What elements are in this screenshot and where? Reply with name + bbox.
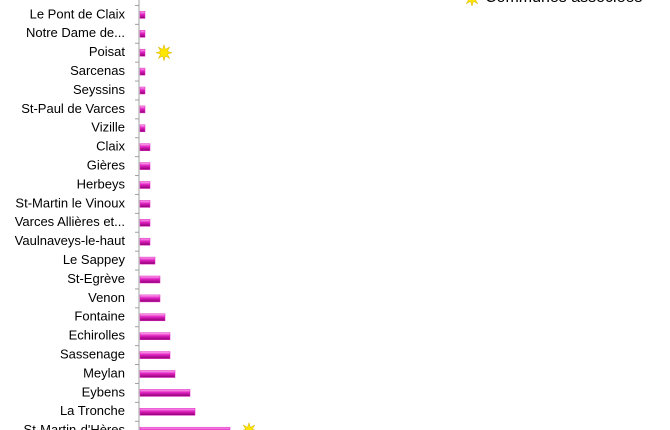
bar <box>139 143 151 151</box>
y-tick-label: Le Sappey <box>63 252 126 267</box>
bar <box>139 67 146 76</box>
bar <box>139 105 146 114</box>
y-tick-label: Herbeys <box>77 176 126 191</box>
legend-label: Communes associées <box>485 0 642 6</box>
y-tick-label: La Tronche <box>60 403 125 418</box>
bar <box>139 313 166 322</box>
y-tick-label: Meylan <box>83 365 125 380</box>
bar <box>139 370 176 378</box>
y-tick-label: Poisat <box>89 44 126 59</box>
y-tick-label: Le Pont de Claix <box>30 6 126 21</box>
y-tick-label: Echirolles <box>69 328 126 343</box>
associated-marker <box>155 43 173 62</box>
bar <box>139 294 161 303</box>
bar <box>139 275 161 284</box>
bar <box>139 332 171 340</box>
y-tick-label: Vaulnaveys-le-haut <box>15 233 126 248</box>
bar <box>139 426 231 430</box>
bar <box>139 48 146 57</box>
bar <box>139 30 146 38</box>
y-tick-label: Gières <box>87 158 126 173</box>
legend-marker <box>465 0 479 7</box>
bar <box>139 351 171 359</box>
y-tick-label: Venon <box>88 290 125 305</box>
bar <box>139 408 196 416</box>
y-tick-label: St-Paul de Varces <box>21 101 125 116</box>
y-tick-label: St-Martin-d'Hères <box>24 422 126 430</box>
y-tick-label: St-Martin le Vinoux <box>15 195 125 210</box>
bar <box>139 219 151 227</box>
y-tick-label: St-Egrève <box>67 271 125 286</box>
y-tick-label: Eybens <box>82 384 126 399</box>
bar <box>139 200 151 208</box>
bar <box>139 237 151 246</box>
y-tick-label: Notre Dame de... <box>26 25 125 40</box>
y-tick-label: Jarrie <box>92 0 125 2</box>
bar <box>139 86 146 95</box>
bar <box>139 256 156 265</box>
bar <box>139 162 151 170</box>
y-tick-label: Sarcenas <box>70 63 125 78</box>
y-tick-label: Sassenage <box>60 347 125 362</box>
y-tick-label: Fontaine <box>74 309 125 324</box>
bar <box>139 181 151 189</box>
associated-marker <box>242 421 256 430</box>
bar <box>139 389 191 397</box>
y-tick-label: Vizille <box>91 120 125 135</box>
bar <box>139 124 146 133</box>
y-tick-label: Claix <box>96 139 125 154</box>
y-tick-label: Seyssins <box>73 82 126 97</box>
bar <box>139 11 146 19</box>
y-tick-label: Varces Allières et... <box>15 214 125 229</box>
